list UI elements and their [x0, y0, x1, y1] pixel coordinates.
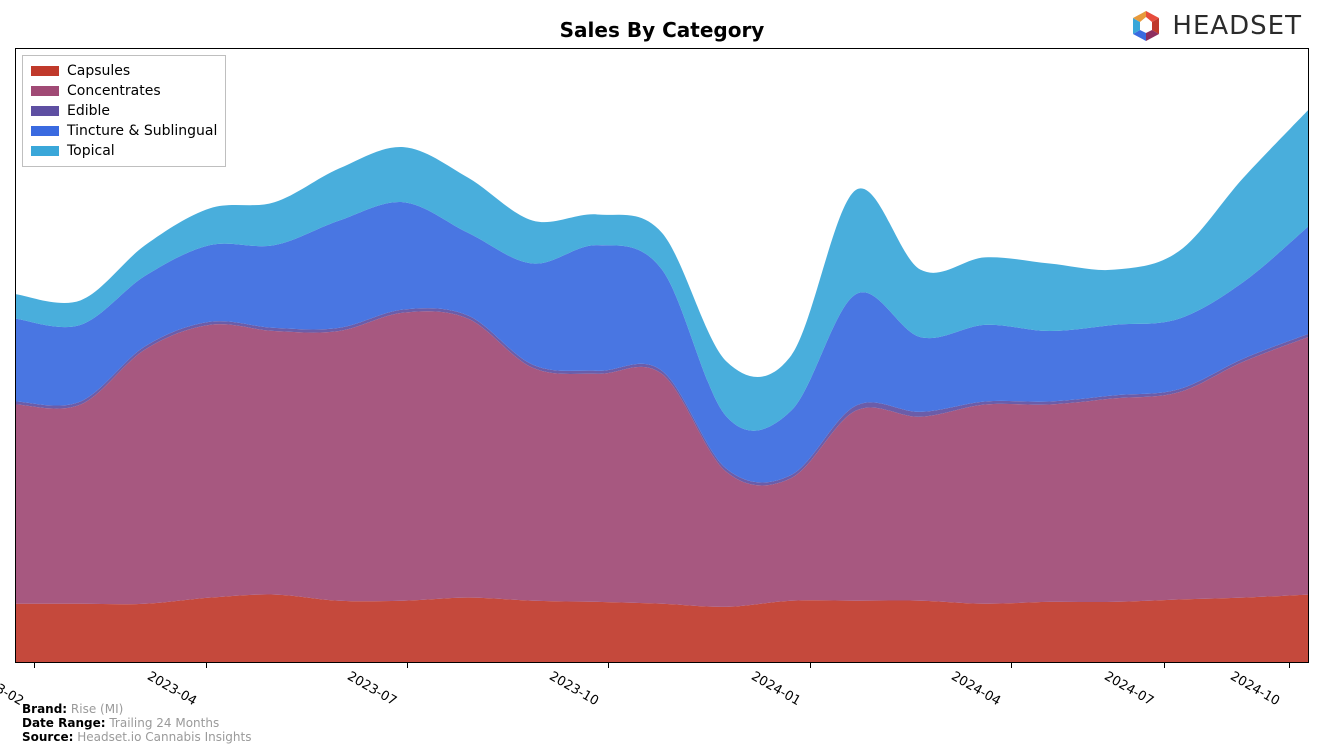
x-tick-mark — [206, 663, 207, 668]
x-tick-mark — [1289, 663, 1290, 668]
footer-date-value: Trailing 24 Months — [109, 716, 219, 730]
legend-label: Topical — [67, 141, 115, 161]
legend-swatch — [31, 146, 59, 156]
x-tick-mark — [407, 663, 408, 668]
legend-label: Concentrates — [67, 81, 161, 101]
footer-brand-label: Brand: — [22, 702, 67, 716]
legend-label: Capsules — [67, 61, 130, 81]
x-tick-label: 2023-07 — [345, 669, 400, 709]
chart-legend: CapsulesConcentratesEdibleTincture & Sub… — [22, 55, 226, 167]
footer-brand-value: Rise (MI) — [71, 702, 123, 716]
legend-swatch — [31, 126, 59, 136]
brand-logo-text: HEADSET — [1172, 11, 1302, 41]
legend-swatch — [31, 106, 59, 116]
legend-item-concentrates: Concentrates — [31, 81, 217, 101]
legend-item-edible: Edible — [31, 101, 217, 121]
legend-label: Edible — [67, 101, 110, 121]
legend-item-topical: Topical — [31, 141, 217, 161]
legend-label: Tincture & Sublingual — [67, 121, 217, 141]
x-tick-mark — [810, 663, 811, 668]
footer-source-value: Headset.io Cannabis Insights — [77, 730, 251, 744]
headset-logo-icon — [1128, 8, 1164, 44]
chart-footer: Brand: Rise (MI) Date Range: Trailing 24… — [22, 702, 251, 744]
legend-swatch — [31, 86, 59, 96]
x-tick-mark — [1011, 663, 1012, 668]
footer-source-label: Source: — [22, 730, 73, 744]
x-tick-mark — [34, 663, 35, 668]
legend-swatch — [31, 66, 59, 76]
chart-plot-area: CapsulesConcentratesEdibleTincture & Sub… — [15, 48, 1309, 663]
x-tick-label: 2024-01 — [748, 669, 803, 709]
area-series-capsules — [16, 594, 1308, 662]
footer-date-label: Date Range: — [22, 716, 106, 730]
legend-item-tincture-sublingual: Tincture & Sublingual — [31, 121, 217, 141]
chart-title: Sales By Category — [0, 18, 1324, 42]
x-tick-label: 2024-07 — [1102, 669, 1157, 709]
x-tick-label: 2023-10 — [546, 669, 601, 709]
legend-item-capsules: Capsules — [31, 61, 217, 81]
x-tick-label: 2024-04 — [949, 669, 1004, 709]
x-tick-label: 2024-10 — [1227, 669, 1282, 709]
x-tick-mark — [1164, 663, 1165, 668]
brand-logo: HEADSET — [1128, 8, 1302, 44]
x-tick-mark — [608, 663, 609, 668]
